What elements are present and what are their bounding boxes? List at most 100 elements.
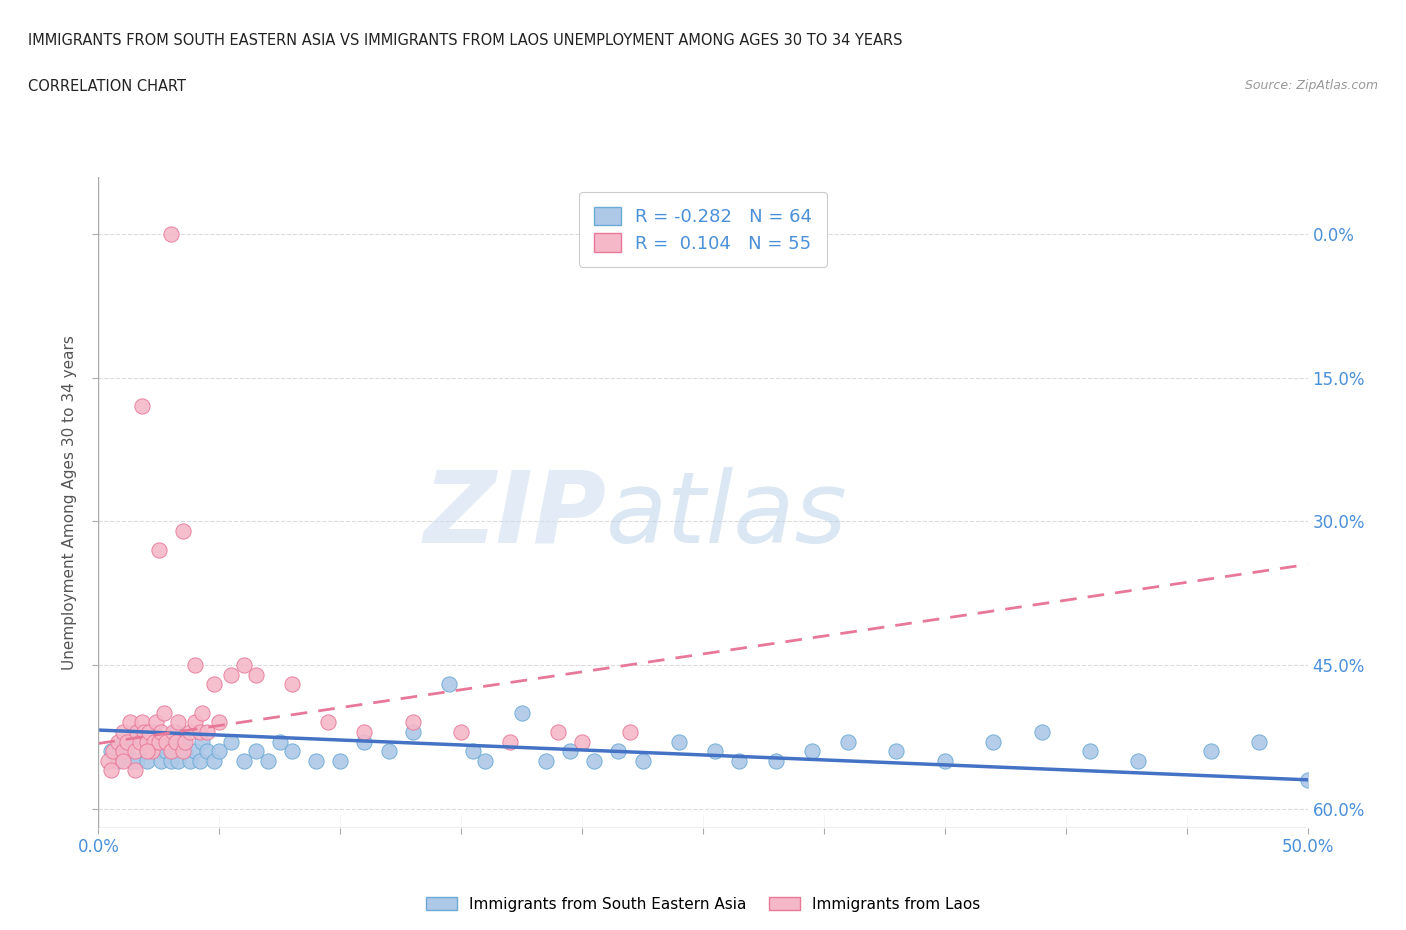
Point <box>221 667 243 682</box>
Point <box>121 753 143 768</box>
Point <box>256 753 278 768</box>
Point <box>143 734 166 749</box>
Point <box>160 227 183 242</box>
Point <box>135 753 157 768</box>
Point <box>281 677 304 692</box>
Point <box>498 734 520 749</box>
Point <box>245 667 267 682</box>
Point <box>148 734 170 749</box>
Point <box>150 753 173 768</box>
Point <box>145 715 167 730</box>
Point <box>1199 744 1222 759</box>
Point <box>316 715 339 730</box>
Point <box>450 724 472 739</box>
Point <box>1128 753 1150 768</box>
Point <box>221 734 243 749</box>
Point <box>131 399 153 414</box>
Point <box>165 724 187 739</box>
Point <box>135 734 157 749</box>
Point <box>127 724 149 739</box>
Point <box>111 753 134 768</box>
Point <box>117 744 139 759</box>
Point <box>184 715 207 730</box>
Point <box>117 734 139 749</box>
Point <box>204 677 226 692</box>
Point <box>934 753 956 768</box>
Point <box>1296 773 1319 788</box>
Point <box>138 724 160 739</box>
Text: Source: ZipAtlas.com: Source: ZipAtlas.com <box>1244 79 1378 92</box>
Point <box>184 658 207 672</box>
Point <box>148 744 170 759</box>
Point <box>208 744 231 759</box>
Point <box>208 715 231 730</box>
Point <box>191 734 214 749</box>
Point <box>135 744 157 759</box>
Point <box>141 744 163 759</box>
Point <box>128 734 150 749</box>
Point <box>281 744 304 759</box>
Point <box>111 724 134 739</box>
Y-axis label: Unemployment Among Ages 30 to 34 years: Unemployment Among Ages 30 to 34 years <box>62 335 77 670</box>
Point <box>124 724 146 739</box>
Point <box>107 753 129 768</box>
Point <box>191 705 214 720</box>
Point <box>152 734 174 749</box>
Point <box>134 724 156 739</box>
Point <box>155 744 177 759</box>
Point <box>167 715 190 730</box>
Point <box>111 734 134 749</box>
Text: atlas: atlas <box>606 467 848 564</box>
Point <box>165 734 187 749</box>
Point <box>162 744 184 759</box>
Point <box>232 753 254 768</box>
Point <box>124 763 146 777</box>
Point <box>463 744 485 759</box>
Text: IMMIGRANTS FROM SOUTH EASTERN ASIA VS IMMIGRANTS FROM LAOS UNEMPLOYMENT AMONG AG: IMMIGRANTS FROM SOUTH EASTERN ASIA VS IM… <box>28 33 903 47</box>
Point <box>160 753 183 768</box>
Point <box>534 753 557 768</box>
Point <box>728 753 751 768</box>
Point <box>402 724 425 739</box>
Point <box>184 744 207 759</box>
Point <box>305 753 328 768</box>
Point <box>100 744 122 759</box>
Point <box>981 734 1004 749</box>
Point <box>195 744 218 759</box>
Point <box>402 715 425 730</box>
Point <box>558 744 581 759</box>
Point <box>148 542 170 557</box>
Point <box>800 744 823 759</box>
Point <box>162 724 184 739</box>
Point <box>97 753 120 768</box>
Point <box>704 744 727 759</box>
Point <box>150 724 173 739</box>
Point <box>160 744 183 759</box>
Point <box>668 734 690 749</box>
Point <box>131 734 153 749</box>
Point <box>195 724 218 739</box>
Point <box>143 724 166 739</box>
Point <box>329 753 352 768</box>
Point <box>474 753 496 768</box>
Point <box>1031 724 1053 739</box>
Point <box>1249 734 1271 749</box>
Point <box>174 744 197 759</box>
Point <box>437 677 460 692</box>
Point <box>619 724 641 739</box>
Point <box>353 724 375 739</box>
Point <box>204 753 226 768</box>
Point <box>765 753 787 768</box>
Point <box>269 734 291 749</box>
Point <box>172 734 194 749</box>
Point <box>607 744 630 759</box>
Point <box>245 744 267 759</box>
Point <box>837 734 859 749</box>
Point <box>152 705 174 720</box>
Point <box>131 715 153 730</box>
Point <box>172 524 194 538</box>
Point <box>631 753 654 768</box>
Point <box>141 734 163 749</box>
Point <box>571 734 593 749</box>
Point <box>107 734 129 749</box>
